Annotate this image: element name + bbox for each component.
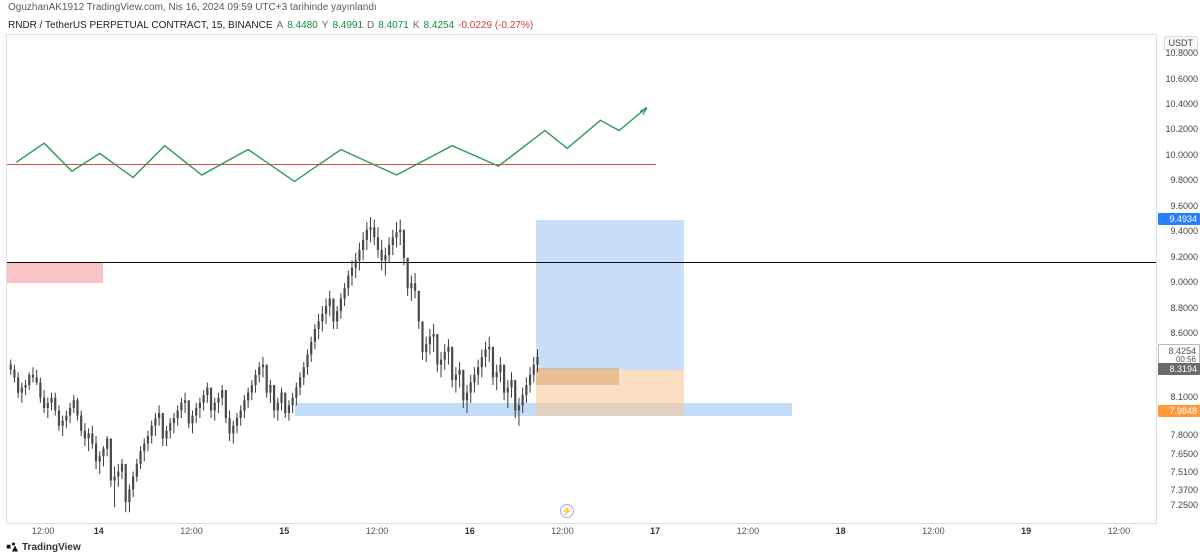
ohlc-o-value: 8.4480 [287, 20, 318, 31]
ticker-label: RNDR / TetherUS PERPETUAL CONTRACT, 15, … [8, 20, 273, 31]
y-tick: 7.6500 [1158, 449, 1198, 459]
ohlc-c-value: 8.4254 [424, 20, 455, 31]
price-badge: 8.3194 [1158, 363, 1200, 375]
x-tick: 12:00 [366, 526, 389, 536]
y-tick: 9.8000 [1158, 175, 1198, 185]
publish-caption: OguzhanAK1912 TradingView.com, Nis 16, 2… [8, 2, 377, 13]
ohlc-l-label: D [367, 20, 374, 31]
y-tick: 8.8000 [1158, 303, 1198, 313]
ohlc-c-label: K [413, 20, 420, 31]
watermark-label: TradingView [22, 542, 81, 553]
y-axis[interactable]: USDT 7.25007.37007.51007.65007.80008.100… [1156, 34, 1200, 524]
lightning-icon[interactable]: ⚡ [560, 504, 574, 518]
x-axis[interactable]: 12:00 14 12:00 15 12:00 16 12:00 17 12:00 18 12:00… [6, 526, 1156, 544]
chart-svg [7, 35, 1157, 525]
x-tick: 18 [836, 526, 846, 536]
x-tick: 19 [1021, 526, 1031, 536]
chart-header: RNDR / TetherUS PERPETUAL CONTRACT, 15, … [8, 20, 533, 31]
watermark: TradingView [6, 541, 81, 553]
y-tick: 10.2000 [1158, 124, 1198, 134]
ohlc-h-value: 8.4991 [332, 20, 363, 31]
x-tick: 12:00 [1108, 526, 1131, 536]
x-tick: 15 [279, 526, 289, 536]
chart-plot-area[interactable] [6, 34, 1156, 524]
y-tick: 8.1000 [1158, 392, 1198, 402]
projection-curve [16, 108, 647, 182]
y-tick: 9.6000 [1158, 201, 1198, 211]
x-tick: 12:00 [32, 526, 55, 536]
ohlc-h-label: Y [322, 20, 329, 31]
chart-container: RNDR / TetherUS PERPETUAL CONTRACT, 15, … [0, 16, 1200, 536]
x-tick: 17 [650, 526, 660, 536]
price-badge: 9.4934 [1158, 213, 1200, 225]
y-tick: 9.0000 [1158, 277, 1198, 287]
y-tick: 8.6000 [1158, 328, 1198, 338]
x-tick: 12:00 [551, 526, 574, 536]
y-tick: 7.5100 [1158, 467, 1198, 477]
y-tick: 10.4000 [1158, 99, 1198, 109]
y-tick: 7.8000 [1158, 430, 1198, 440]
ohlc-o-label: A [277, 20, 284, 31]
x-tick: 12:00 [922, 526, 945, 536]
y-tick: 9.4000 [1158, 226, 1198, 236]
x-tick: 12:00 [737, 526, 760, 536]
x-tick: 12:00 [180, 526, 203, 536]
candlestick-series [10, 217, 539, 512]
y-tick: 7.3700 [1158, 485, 1198, 495]
ohlc-l-value: 8.4071 [378, 20, 409, 31]
ohlc-change: -0.0229 (-0.27%) [458, 20, 533, 31]
tradingview-logo-icon [6, 541, 18, 553]
y-tick: 10.0000 [1158, 150, 1198, 160]
x-tick: 14 [94, 526, 104, 536]
y-tick: 10.8000 [1158, 48, 1198, 58]
y-tick: 10.6000 [1158, 74, 1198, 84]
x-tick: 16 [465, 526, 475, 536]
y-tick: 9.2000 [1158, 252, 1198, 262]
y-tick: 7.2500 [1158, 500, 1198, 510]
price-badge: 7.9848 [1158, 405, 1200, 417]
